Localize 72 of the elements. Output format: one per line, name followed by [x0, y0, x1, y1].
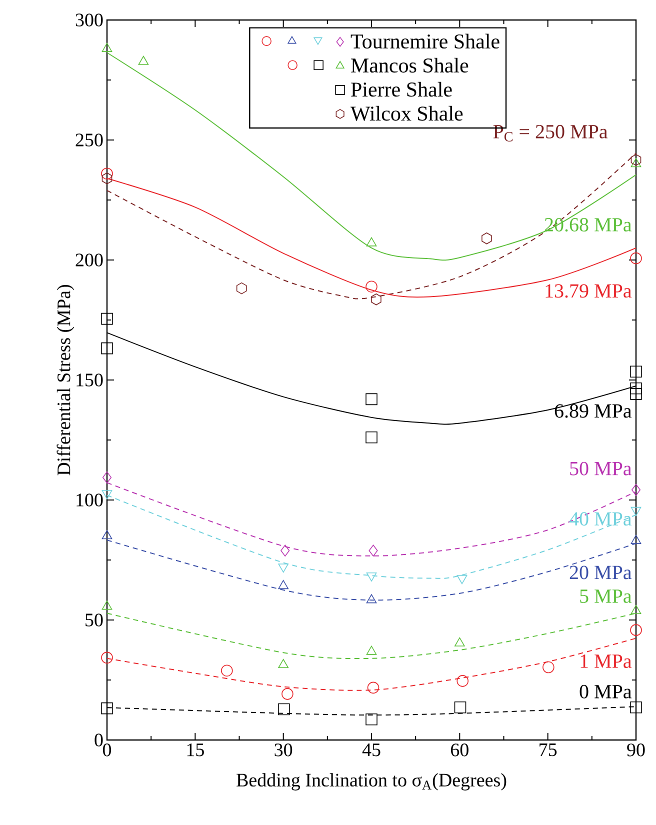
point [631, 484, 641, 496]
point [542, 661, 554, 674]
point [102, 172, 112, 184]
point [630, 158, 642, 168]
x-tick-label: 15 [187, 744, 204, 756]
y-tick-label: 300 [76, 14, 103, 26]
y-tick-label: 100 [76, 494, 103, 506]
x-tick-label: 45 [362, 744, 380, 756]
point [630, 388, 642, 400]
point [630, 604, 642, 614]
point [366, 713, 378, 726]
point [236, 282, 247, 294]
point [454, 701, 466, 714]
point [630, 154, 642, 166]
point [630, 701, 642, 714]
y-tick-label: 250 [76, 134, 103, 146]
annotation: 5 MPa [580, 590, 632, 603]
annotation: 6.89 MPa [554, 404, 632, 418]
annotation: 40 MPa [569, 512, 632, 526]
point [630, 534, 642, 544]
point [280, 544, 290, 557]
point [630, 366, 642, 378]
point [101, 702, 113, 714]
point [101, 652, 113, 664]
point [102, 472, 112, 484]
point [101, 342, 113, 354]
point [138, 56, 149, 65]
point [366, 393, 378, 406]
point [371, 293, 382, 306]
x-tick-label: 30 [274, 744, 292, 756]
point [366, 237, 377, 246]
point [101, 312, 113, 325]
legend-label: Mancos Shale [351, 58, 468, 73]
y-axis-title: Differential Stress (MPa) [56, 284, 74, 476]
point [367, 682, 380, 694]
legend-label: Tournemire Shale [350, 34, 500, 49]
point [482, 232, 492, 244]
point [282, 688, 294, 700]
y-tick-label: 50 [86, 614, 103, 626]
point [101, 168, 113, 180]
y-tick-label: 150 [76, 374, 103, 386]
annotation: 1 MPa [580, 654, 632, 668]
annotation: 20 MPa [570, 566, 632, 580]
annotation: 50 MPa [570, 462, 632, 476]
legend-label: Wilcox Shale [350, 106, 463, 121]
point [102, 530, 112, 540]
point [366, 646, 377, 655]
point [278, 580, 288, 590]
y-tick-label: 0 [94, 734, 103, 746]
annotation: 0 MPa [580, 684, 632, 698]
point [630, 382, 642, 394]
point [278, 703, 290, 716]
point [630, 624, 642, 636]
point [454, 637, 465, 646]
x-axis-title: Bedding Inclination to σ$_{A}$(Degrees) [236, 773, 506, 790]
x-tick-label: 75 [540, 744, 557, 756]
y-tick-label: 200 [76, 254, 103, 266]
annotation: 13.79 MPa [546, 284, 632, 298]
point [366, 431, 378, 444]
point [366, 594, 377, 604]
point [278, 658, 288, 668]
point [102, 42, 112, 52]
x-tick-label: 90 [627, 744, 645, 756]
x-tick-label: 0 [102, 744, 112, 756]
point [102, 600, 112, 610]
point [456, 675, 469, 687]
point [630, 252, 642, 264]
point [221, 664, 233, 677]
point [366, 280, 378, 293]
legend-label: Pierre Shale [351, 82, 452, 97]
x-tick-label: 60 [450, 744, 468, 756]
point [368, 544, 378, 557]
